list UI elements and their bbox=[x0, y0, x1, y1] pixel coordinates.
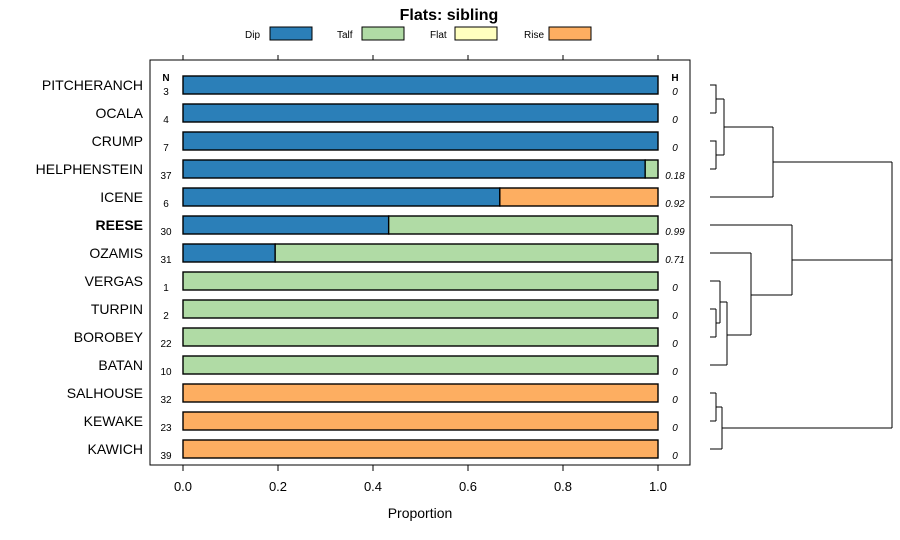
x-axis-label: Proportion bbox=[388, 505, 453, 521]
bar-segment-rise bbox=[182, 411, 659, 431]
h-value-label: 0 bbox=[672, 311, 678, 322]
category-label: OZAMIS bbox=[89, 245, 143, 261]
category-label: BATAN bbox=[98, 357, 143, 373]
category-label: KAWICH bbox=[88, 441, 143, 457]
n-count-label: 23 bbox=[160, 423, 172, 434]
bar-segment-rise bbox=[499, 187, 659, 207]
category-label: TURPIN bbox=[91, 301, 143, 317]
n-count-label: 37 bbox=[160, 171, 172, 182]
legend-swatch-rise bbox=[548, 26, 592, 41]
n-count-label: 1 bbox=[163, 283, 169, 294]
legend-label-rise: Rise bbox=[524, 30, 544, 41]
legend-label-flat: Flat bbox=[430, 30, 447, 41]
x-tick-label: 0.4 bbox=[364, 479, 382, 494]
bar-segment-talf bbox=[387, 215, 659, 235]
legend-swatch-talf bbox=[361, 26, 405, 41]
bar-segment-talf bbox=[182, 271, 659, 291]
h-value-label: 0 bbox=[672, 339, 678, 350]
category-label: PITCHERANCH bbox=[42, 77, 143, 93]
x-tick-label: 0.6 bbox=[459, 479, 477, 494]
category-label: BOROBEY bbox=[74, 329, 144, 345]
bar-segment-talf bbox=[182, 355, 659, 375]
x-tick-label: 1.0 bbox=[649, 479, 667, 494]
n-count-label: 39 bbox=[160, 451, 172, 462]
h-value-label: 0 bbox=[672, 395, 678, 406]
bar-segment-rise bbox=[182, 383, 659, 403]
n-count-label: 32 bbox=[160, 395, 172, 406]
dendrogram-branch bbox=[710, 84, 717, 113]
h-value-label: 0 bbox=[672, 143, 678, 154]
legend-label-talf: Talf bbox=[337, 30, 353, 41]
bar-segment-dip bbox=[182, 75, 659, 95]
dendrogram-branch bbox=[710, 140, 717, 169]
category-label: ICENE bbox=[100, 189, 143, 205]
n-count-label: 30 bbox=[160, 227, 172, 238]
category-label: KEWAKE bbox=[84, 413, 143, 429]
n-count-label: 22 bbox=[160, 339, 172, 350]
bar-segment-dip bbox=[182, 103, 659, 123]
n-count-label: 4 bbox=[163, 115, 169, 126]
chart-title: Flats: sibling bbox=[400, 7, 499, 24]
h-column-header: H bbox=[671, 73, 678, 84]
bar-segment-talf bbox=[182, 299, 659, 319]
h-value-label: 0 bbox=[672, 115, 678, 126]
category-label: CRUMP bbox=[92, 133, 143, 149]
x-axis: 0.0 0.2 0.4 0.6 0.8 1.0 bbox=[174, 55, 667, 494]
h-value-label: 0 bbox=[672, 87, 678, 98]
bar-segment-talf bbox=[182, 327, 659, 347]
dendrogram bbox=[710, 84, 893, 450]
n-count-label: 3 bbox=[163, 87, 169, 98]
plot-frame bbox=[149, 59, 691, 466]
h-value-label: 0 bbox=[672, 367, 678, 378]
bar-segment-dip bbox=[182, 159, 646, 179]
legend-swatch-flat bbox=[454, 26, 498, 41]
bar-segment-dip bbox=[182, 131, 659, 151]
legend: Dip Talf Flat Rise bbox=[245, 26, 592, 41]
h-value-label: 0.92 bbox=[665, 199, 685, 210]
x-tick-label: 0.0 bbox=[174, 479, 192, 494]
legend-swatch-dip bbox=[269, 26, 313, 41]
h-value-label: 0 bbox=[672, 283, 678, 294]
bar-segment-dip bbox=[182, 243, 276, 263]
h-value-label: 0.99 bbox=[665, 227, 685, 238]
h-value-label: 0.71 bbox=[665, 255, 684, 266]
n-count-label: 6 bbox=[163, 199, 169, 210]
category-label: SALHOUSE bbox=[67, 385, 143, 401]
n-count-label: 2 bbox=[163, 311, 169, 322]
category-label: HELPHENSTEIN bbox=[36, 161, 143, 177]
category-label: REESE bbox=[96, 217, 143, 233]
category-label: OCALA bbox=[96, 105, 144, 121]
x-tick-label: 0.8 bbox=[554, 479, 572, 494]
legend-label-dip: Dip bbox=[245, 30, 260, 41]
bar-segment-rise bbox=[182, 439, 659, 459]
bar-segment-dip bbox=[182, 215, 390, 235]
n-column-header: N bbox=[162, 73, 169, 84]
h-value-label: 0 bbox=[672, 423, 678, 434]
bar-segment-dip bbox=[182, 187, 501, 207]
bar-segment-talf bbox=[644, 159, 659, 179]
category-label: VERGAS bbox=[85, 273, 143, 289]
h-value-label: 0 bbox=[672, 451, 678, 462]
n-count-label: 10 bbox=[160, 367, 172, 378]
x-tick-label: 0.2 bbox=[269, 479, 287, 494]
h-value-label: 0.18 bbox=[665, 171, 685, 182]
bar-segment-talf bbox=[274, 243, 659, 263]
n-count-label: 7 bbox=[163, 143, 169, 154]
n-count-label: 31 bbox=[160, 255, 172, 266]
